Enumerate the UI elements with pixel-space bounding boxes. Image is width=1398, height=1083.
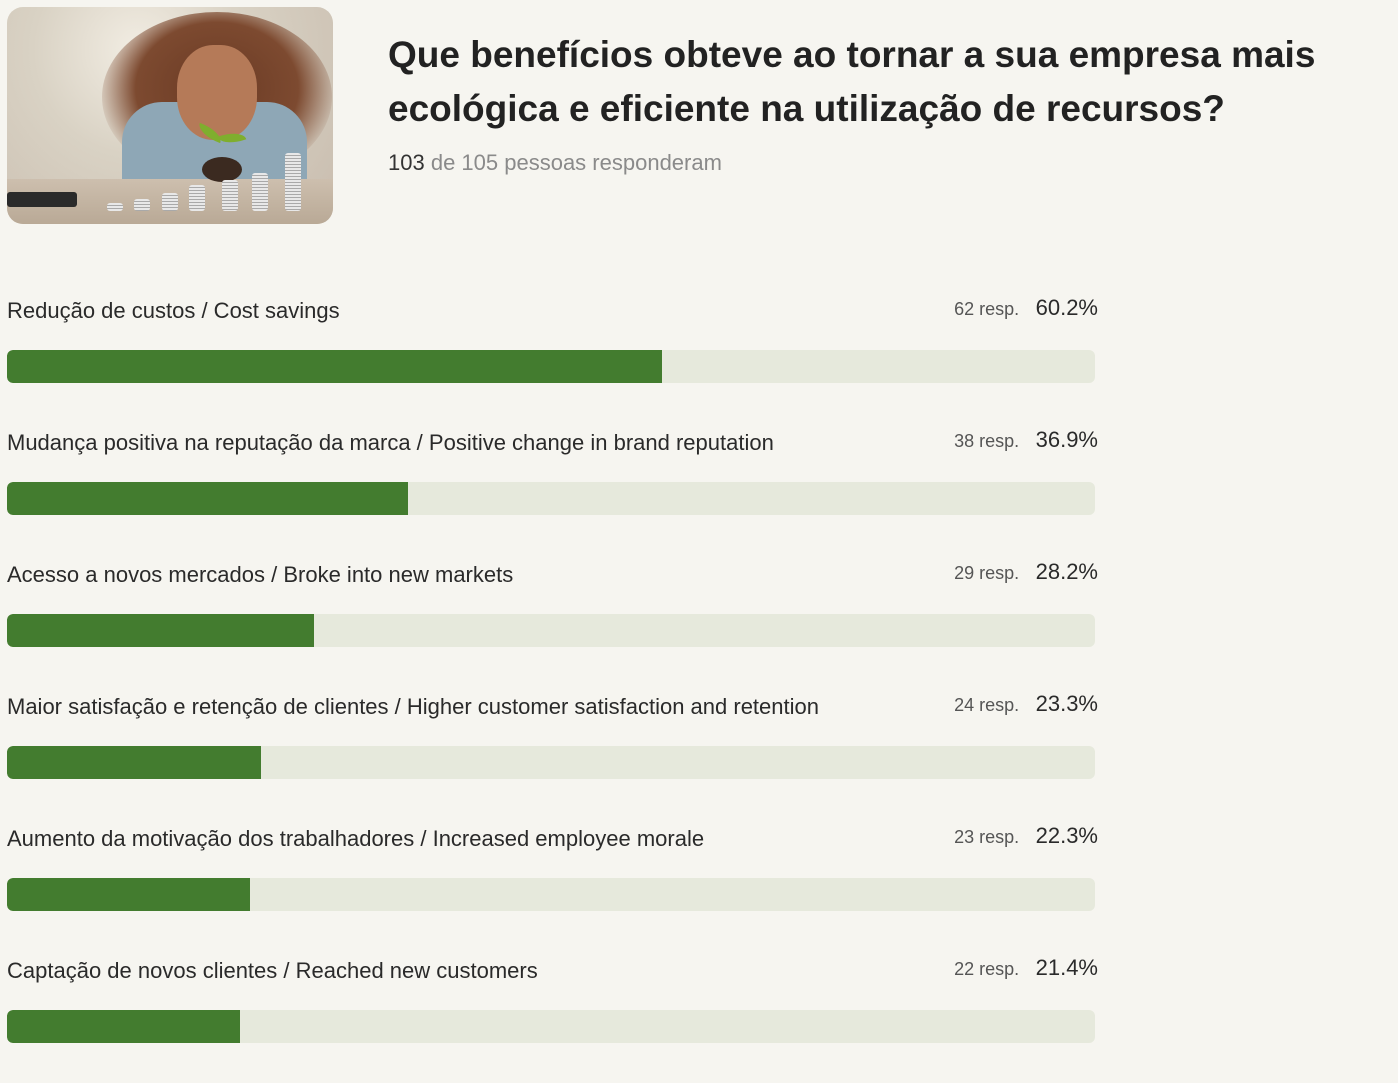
result-row: Maior satisfação e retenção de clientes …: [7, 687, 1098, 779]
response-count-label: 22 resp.: [954, 959, 1020, 979]
option-label: Acesso a novos mercados / Broke into new…: [7, 562, 514, 587]
option-stats: 23 resp. 22.3%: [954, 819, 1098, 856]
response-count-label: 24 resp.: [954, 695, 1020, 715]
bar-track: [7, 614, 1095, 647]
question-title: Que benefícios obteve ao tornar a sua em…: [388, 34, 1316, 129]
bar-track: [7, 350, 1095, 383]
option-stats: 24 resp. 23.3%: [954, 687, 1098, 724]
option-stats: 62 resp. 60.2%: [954, 291, 1098, 328]
percent-label: 28.2%: [1035, 559, 1098, 584]
bar-fill: [7, 878, 250, 911]
result-row: Mudança positiva na reputação da marca /…: [7, 423, 1098, 515]
result-row: Redução de custos / Cost savings 62 resp…: [7, 291, 1098, 383]
percent-label: 60.2%: [1035, 295, 1098, 320]
percent-label: 21.4%: [1035, 955, 1098, 980]
response-count-label: 23 resp.: [954, 827, 1020, 847]
bar-track: [7, 1010, 1095, 1043]
option-label: Aumento da motivação dos trabalhadores /…: [7, 826, 705, 851]
percent-label: 36.9%: [1035, 427, 1098, 452]
result-row: Aumento da motivação dos trabalhadores /…: [7, 819, 1098, 911]
option-label: Mudança positiva na reputação da marca /…: [7, 430, 774, 455]
option-label: Redução de custos / Cost savings: [7, 298, 340, 323]
answered-count: 103: [388, 150, 425, 175]
bar-track: [7, 482, 1095, 515]
results-chart: Redução de custos / Cost savings 62 resp…: [7, 291, 1098, 1083]
answered-text: de 105 pessoas responderam: [430, 150, 722, 175]
option-stats: 29 resp. 28.2%: [954, 555, 1098, 592]
result-row: Captação de novos clientes / Reached new…: [7, 951, 1098, 1043]
bar-fill: [7, 1010, 240, 1043]
bar-track: [7, 878, 1095, 911]
percent-label: 22.3%: [1035, 823, 1098, 848]
percent-label: 23.3%: [1035, 691, 1098, 716]
option-label: Captação de novos clientes / Reached new…: [7, 958, 538, 983]
response-count-label: 38 resp.: [954, 431, 1020, 451]
bar-track: [7, 746, 1095, 779]
response-count-label: 62 resp.: [954, 299, 1020, 319]
option-label: Maior satisfação e retenção de clientes …: [7, 694, 819, 719]
bar-fill: [7, 614, 314, 647]
response-count: 103 de 105 pessoas responderam: [388, 150, 1398, 176]
result-row: Acesso a novos mercados / Broke into new…: [7, 555, 1098, 647]
question-photo: [7, 7, 333, 224]
bar-fill: [7, 350, 662, 383]
option-stats: 38 resp. 36.9%: [954, 423, 1098, 460]
bar-fill: [7, 482, 409, 515]
option-stats: 22 resp. 21.4%: [954, 951, 1098, 988]
bar-fill: [7, 746, 261, 779]
response-count-label: 29 resp.: [954, 563, 1020, 583]
question-header: Que benefícios obteve ao tornar a sua em…: [388, 28, 1398, 176]
